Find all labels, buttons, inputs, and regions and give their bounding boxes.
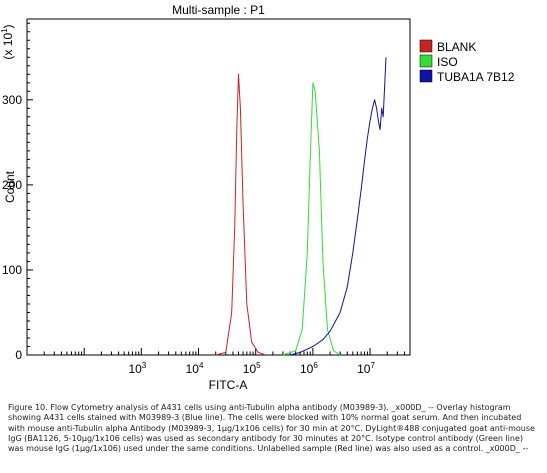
y-multiplier-label: (x 101) (0, 24, 15, 59)
legend-label: BLANK (437, 40, 476, 54)
y-axis: 0 100 200 300 (2, 22, 33, 362)
series-layer (215, 57, 387, 356)
legend-swatch (419, 69, 433, 83)
x-axis-title: FITC-A (209, 378, 248, 392)
series-line-1 (215, 73, 266, 356)
series-line-3 (289, 57, 387, 356)
plot-area (26, 18, 411, 356)
x-tick-label: 104 (186, 361, 204, 376)
y-tick-label: 0 (15, 348, 22, 362)
x-tick-label: 103 (128, 361, 146, 376)
histogram-chart: 0 100 200 300 103 104 105 106 107 Multi-sample … (0, 3, 515, 392)
x-tick-label: 107 (357, 361, 375, 376)
x-axis: 103 104 105 106 107 (26, 348, 411, 376)
y-tick-label: 300 (2, 93, 22, 107)
y-tick-label: 100 (2, 263, 22, 277)
legend-label: TUBA1A 7B12 (437, 70, 515, 84)
legend-label: ISO (437, 55, 458, 69)
figure-caption: Figure 10. Flow Cytometry analysis of A4… (8, 403, 535, 454)
chart-title: Multi-sample : P1 (172, 3, 265, 17)
legend-swatch (419, 39, 433, 53)
legend-swatch (419, 54, 433, 68)
y-axis-title: Count (3, 170, 17, 203)
y-tick-label: 200 (2, 178, 22, 192)
x-tick-label: 106 (300, 361, 318, 376)
x-tick-label: 105 (243, 361, 261, 376)
